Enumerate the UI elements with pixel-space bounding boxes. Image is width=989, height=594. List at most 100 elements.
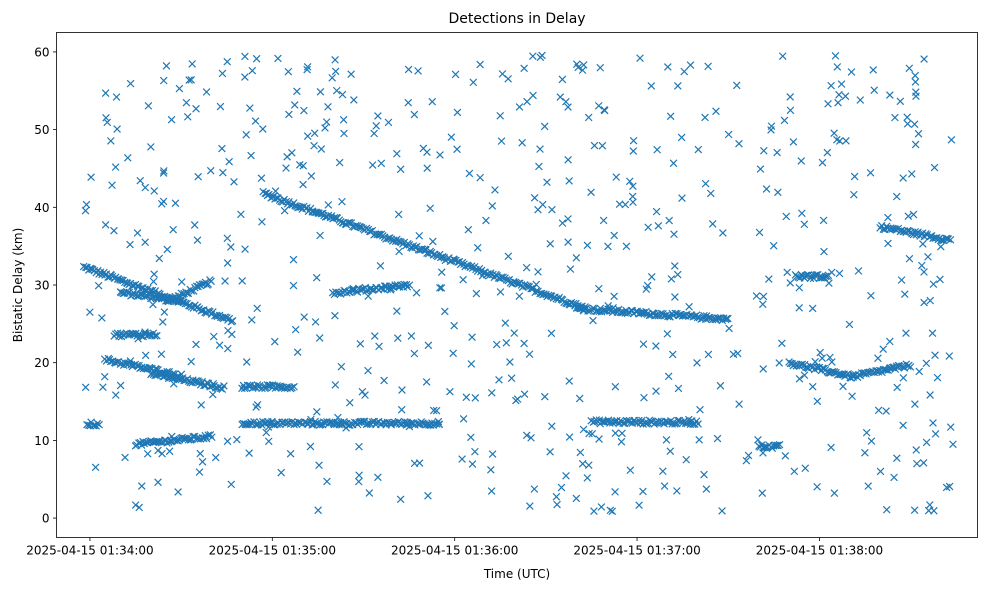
- data-point-1334: [428, 237, 437, 246]
- data-point-1218: [647, 273, 656, 281]
- data-point-1174: [693, 359, 701, 367]
- data-point-1485: [639, 340, 648, 348]
- data-point-1644: [141, 238, 149, 246]
- data-point-1329: [702, 485, 711, 493]
- data-point-1651: [666, 112, 675, 121]
- data-point-1689: [268, 383, 277, 392]
- data-point-1187: [556, 93, 565, 101]
- data-point-1160: [315, 461, 323, 470]
- data-point-1580: [818, 354, 826, 363]
- data-point-1490: [783, 268, 792, 277]
- data-point-1140: [468, 333, 476, 342]
- data-point-1647: [671, 293, 679, 301]
- data-point-1652: [126, 357, 135, 365]
- data-point-1360: [451, 70, 460, 79]
- data-point-833: [340, 419, 349, 428]
- data-point-1324: [668, 350, 677, 359]
- data-point-1384: [149, 300, 157, 309]
- data-point-1681: [625, 177, 634, 186]
- data-point-1368: [183, 113, 192, 121]
- data-point-253: [384, 234, 393, 243]
- data-point-917: [619, 419, 627, 428]
- data-point-1405: [376, 262, 385, 270]
- data-point-1296: [190, 221, 199, 229]
- data-point-1731: [223, 234, 232, 243]
- data-point-1159: [453, 145, 461, 154]
- data-point-1725: [936, 242, 945, 251]
- data-point-1302: [488, 202, 497, 210]
- data-point-1448: [899, 174, 907, 182]
- data-point-1536: [167, 432, 176, 441]
- data-point-1589: [169, 379, 178, 388]
- data-point-1553: [158, 449, 166, 458]
- data-point-1224: [759, 365, 768, 373]
- data-point-1715: [322, 118, 331, 126]
- data-point-1244: [813, 482, 821, 491]
- data-point-618: [157, 369, 166, 378]
- data-point-1597: [386, 286, 395, 294]
- data-point-1003: [151, 332, 159, 340]
- data-point-1009: [243, 381, 252, 390]
- data-point-1535: [754, 435, 762, 444]
- data-point-1464: [216, 102, 225, 111]
- data-point-1451: [515, 292, 524, 300]
- data-point-1143: [154, 478, 162, 487]
- data-point-1499: [264, 423, 273, 431]
- data-point-1419: [589, 316, 597, 325]
- data-point-966: [694, 420, 702, 428]
- data-point-1230: [587, 188, 595, 197]
- data-point-762: [204, 431, 213, 439]
- data-point-1167: [182, 98, 191, 107]
- data-point-1534: [131, 501, 140, 509]
- data-point-1713: [778, 52, 787, 60]
- data-point-1562: [824, 100, 832, 108]
- data-point-1524: [547, 329, 556, 338]
- data-point-1362: [911, 78, 920, 86]
- data-point-1488: [725, 324, 733, 333]
- data-point-1720: [257, 174, 266, 183]
- data-point-1459: [667, 275, 676, 283]
- x-axis: 2025-04-15 01:34:00 2025-04-15 01:35:00 20…: [26, 537, 883, 558]
- data-point-1543: [223, 437, 232, 446]
- data-point-1723: [331, 311, 339, 320]
- data-point-1619: [395, 247, 403, 256]
- data-point-1744: [126, 240, 134, 249]
- data-point-1727: [800, 220, 809, 229]
- data-point-1452: [339, 115, 348, 124]
- data-point-1477: [377, 159, 386, 168]
- data-point-1066: [368, 286, 377, 294]
- data-point-1180: [536, 145, 544, 153]
- data-point-1493: [900, 290, 909, 299]
- data-point-1512: [903, 119, 912, 128]
- data-point-1189: [414, 67, 422, 75]
- data-point-1225: [515, 103, 524, 111]
- data-point-1615: [361, 391, 369, 399]
- data-point-107: [129, 290, 137, 299]
- data-point-1228: [102, 114, 110, 122]
- data-point-1205: [874, 354, 882, 363]
- data-point-1371: [913, 459, 921, 468]
- data-point-1650: [82, 200, 91, 209]
- data-point-1430: [160, 167, 168, 175]
- data-point-1145: [842, 137, 850, 145]
- data-point-1148: [850, 190, 858, 199]
- data-point-1415: [323, 477, 331, 486]
- data-point-1679: [869, 66, 878, 74]
- data-point-1414: [436, 283, 444, 292]
- data-point-1434: [522, 263, 531, 272]
- data-point-1444: [786, 106, 795, 115]
- data-point-1417: [315, 334, 324, 342]
- data-point-1450: [393, 334, 402, 342]
- data-point-1307: [635, 501, 643, 510]
- data-point-1199: [564, 103, 572, 111]
- data-point-1254: [834, 98, 842, 107]
- data-point-1235: [742, 456, 751, 465]
- data-point-1404: [428, 97, 437, 106]
- data-point-1380: [303, 65, 311, 74]
- data-point-1280: [564, 155, 572, 164]
- data-point-1568: [192, 104, 200, 113]
- data-point-1219: [945, 352, 954, 360]
- data-point-1560: [299, 180, 307, 189]
- data-point-1184: [797, 157, 806, 165]
